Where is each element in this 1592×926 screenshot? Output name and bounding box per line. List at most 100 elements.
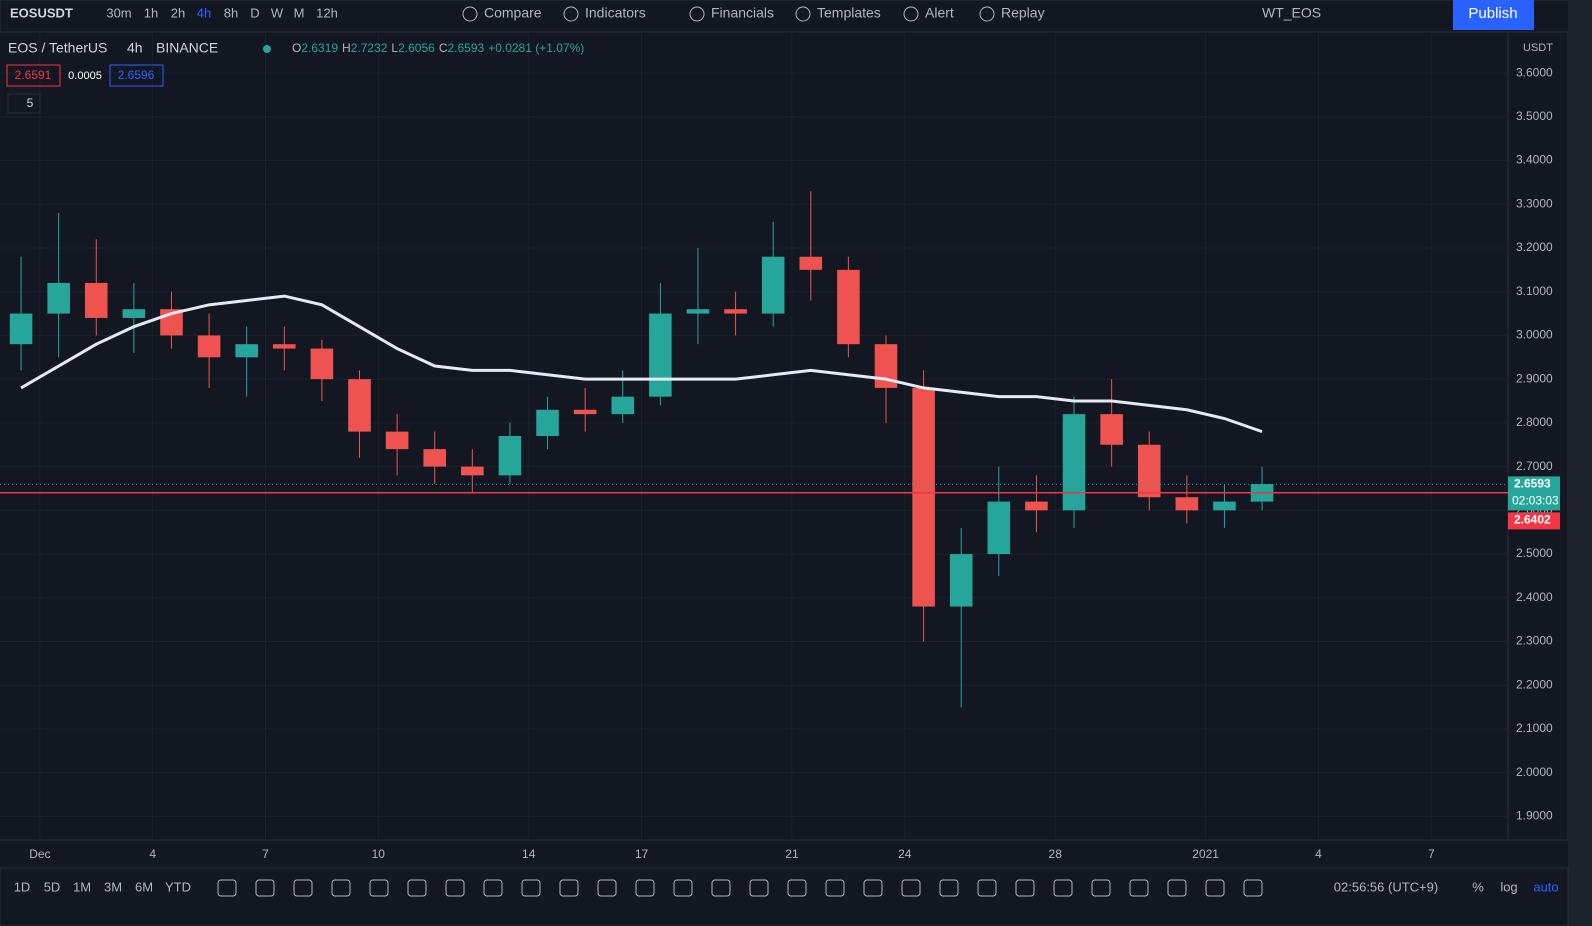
tool-icon[interactable]: [255, 879, 275, 897]
legend-interval: 4h: [127, 40, 143, 56]
interval[interactable]: 2h: [171, 5, 185, 20]
button-icon: [903, 6, 919, 22]
tool-icon[interactable]: [711, 879, 731, 897]
interval[interactable]: 1h: [144, 5, 158, 20]
tool-icon[interactable]: [939, 879, 959, 897]
tool-icon[interactable]: [1015, 879, 1035, 897]
range-button[interactable]: 6M: [135, 879, 153, 894]
indicator-toggle[interactable]: [7, 93, 41, 114]
tool-icon[interactable]: [559, 879, 579, 897]
ohlc-label: L: [391, 41, 398, 55]
toolbar-button[interactable]: Indicators: [585, 5, 646, 21]
scale-option[interactable]: log: [1500, 879, 1517, 894]
y-tick-label: 3.5000: [1516, 109, 1553, 123]
legend-symbol: EOS / TetherUS: [8, 40, 107, 56]
candle-body: [573, 409, 597, 415]
tool-icon[interactable]: [749, 879, 769, 897]
x-tick-label: 17: [635, 847, 649, 861]
candle-body: [949, 554, 973, 607]
interval[interactable]: W: [271, 5, 284, 20]
y-tick-label: 3.3000: [1516, 196, 1553, 210]
range-button[interactable]: 1M: [73, 879, 91, 894]
ask: 2.6596: [118, 68, 155, 82]
tool-icon[interactable]: [293, 879, 313, 897]
interval[interactable]: 12h: [316, 5, 338, 20]
candle-body: [122, 309, 146, 318]
tool-icon[interactable]: [331, 879, 351, 897]
tool-icon[interactable]: [1091, 879, 1111, 897]
y-tick-label: 2.4000: [1516, 590, 1553, 604]
status-dot: [263, 45, 271, 53]
candle-body: [1137, 444, 1161, 498]
tool-icon[interactable]: [1243, 879, 1263, 897]
x-tick-label: 7: [1428, 847, 1435, 861]
range-button[interactable]: 5D: [44, 879, 61, 894]
candle-body: [837, 269, 860, 345]
tool-icon[interactable]: [521, 879, 541, 897]
button-icon: [979, 6, 995, 22]
price-line-box: [1508, 512, 1560, 530]
candle-body: [197, 335, 221, 358]
x-tick-label: 4: [1315, 847, 1322, 861]
tool-icon[interactable]: [1205, 879, 1225, 897]
candle-body: [310, 348, 334, 380]
range-button[interactable]: 3M: [104, 879, 122, 894]
interval[interactable]: M: [294, 5, 305, 20]
tool-icon[interactable]: [673, 879, 693, 897]
ohlc-value: 2.6056: [398, 41, 435, 55]
tool-icon[interactable]: [1129, 879, 1149, 897]
ohlc-label: C: [439, 41, 448, 55]
layout-name[interactable]: WT_EOS: [1262, 5, 1321, 21]
indicator-count: 5: [27, 96, 34, 110]
scale-option[interactable]: %: [1472, 879, 1484, 894]
interval[interactable]: D: [250, 5, 259, 20]
candle-body: [9, 313, 33, 345]
candle-body: [799, 256, 823, 270]
tool-icon[interactable]: [863, 879, 883, 897]
tool-icon[interactable]: [901, 879, 921, 897]
tool-icon[interactable]: [483, 879, 503, 897]
y-tick-label: 2.7000: [1516, 459, 1553, 473]
button-icon: [689, 6, 705, 22]
toolbar-button[interactable]: Compare: [484, 5, 542, 21]
tool-icon[interactable]: [1053, 879, 1073, 897]
toolbar-button[interactable]: Templates: [817, 5, 881, 21]
button-icon: [563, 6, 579, 22]
tool-icon[interactable]: [217, 879, 237, 897]
tool-icon[interactable]: [635, 879, 655, 897]
x-tick-label: 10: [372, 847, 386, 861]
y-tick-label: 2.8000: [1516, 415, 1553, 429]
interval[interactable]: 8h: [224, 5, 238, 20]
publish[interactable]: Publish: [1468, 5, 1517, 22]
x-tick-label: 4: [149, 847, 156, 861]
tool-icon[interactable]: [1167, 879, 1187, 897]
candle-body: [423, 449, 447, 467]
tool-icon[interactable]: [407, 879, 427, 897]
scale-option[interactable]: auto: [1533, 879, 1558, 894]
range-button[interactable]: YTD: [165, 879, 191, 894]
tool-icon[interactable]: [597, 879, 617, 897]
candle-body: [686, 309, 710, 314]
toolbar-button[interactable]: Alert: [925, 5, 954, 21]
last-price-label: 2.6593: [1514, 477, 1551, 491]
publish-button[interactable]: [1453, 0, 1534, 30]
symbol[interactable]: EOSUSDT: [10, 5, 73, 20]
toolbar-button[interactable]: Replay: [1001, 5, 1045, 21]
y-tick-label: 2.2000: [1516, 677, 1553, 691]
tool-icon[interactable]: [787, 879, 807, 897]
candle-body: [1100, 414, 1123, 445]
ohlc-value: 2.6593: [447, 41, 484, 55]
tool-icon[interactable]: [977, 879, 997, 897]
range-button[interactable]: 1D: [14, 879, 31, 894]
tool-icon[interactable]: [369, 879, 389, 897]
tool-icon[interactable]: [445, 879, 465, 897]
interval[interactable]: 30m: [106, 5, 131, 20]
tool-icon[interactable]: [825, 879, 845, 897]
interval[interactable]: 4h: [197, 5, 211, 20]
axis-unit: USDT: [1523, 42, 1553, 54]
bottom-toolbar: [0, 867, 1569, 926]
moving-average: [20, 294, 1263, 434]
toolbar-button[interactable]: Financials: [711, 5, 774, 21]
